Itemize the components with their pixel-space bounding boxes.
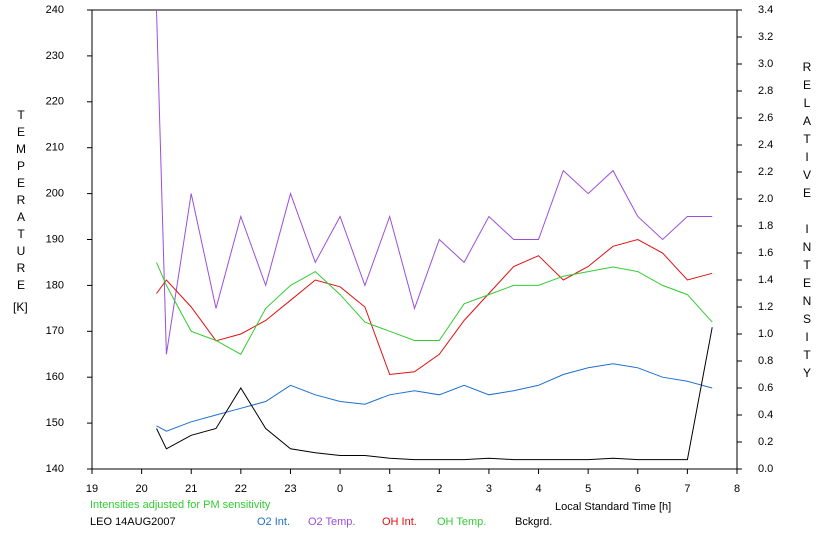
x-tick-label: 1 xyxy=(387,483,393,495)
legend-entry: OH Temp. xyxy=(437,516,486,528)
y-tick-label: 190 xyxy=(46,233,64,245)
plot-frame xyxy=(91,9,738,470)
y-tick-label: 170 xyxy=(46,325,64,337)
x-tick-label: 3 xyxy=(486,483,492,495)
legend-entry: O2 Temp. xyxy=(308,516,356,528)
x-tick-label: 7 xyxy=(684,483,690,495)
y2-tick-label: 0.0 xyxy=(758,463,773,475)
y2-tick-label: 3.4 xyxy=(758,4,773,16)
legend-entry: O2 Int. xyxy=(257,516,290,528)
y-tick-label: 240 xyxy=(46,4,64,16)
series-line xyxy=(156,9,713,355)
y2-tick-label: 2.6 xyxy=(758,112,773,124)
y-tick-label: 200 xyxy=(46,188,64,200)
y2-tick-label: 0.2 xyxy=(758,436,773,448)
x-tick-label: 4 xyxy=(535,483,541,495)
x-tick-label: 20 xyxy=(135,483,147,495)
note: Intensities adjusted for PM sensitivity xyxy=(90,499,271,511)
y2-tick-label: 2.0 xyxy=(758,193,773,205)
y-tick-label: 220 xyxy=(46,96,64,108)
x-tick-label: 0 xyxy=(337,483,343,495)
y-axis-label: TEMPERATURE xyxy=(14,108,28,295)
y2-tick-label: 0.6 xyxy=(758,382,773,394)
station-label: LEO 14AUG2007 xyxy=(90,516,176,528)
x-axis-label: Local Standard Time [h] xyxy=(555,501,671,513)
series-line xyxy=(156,238,713,376)
y2-tick-label: 1.2 xyxy=(758,301,773,313)
x-tick-label: 6 xyxy=(635,483,641,495)
y2-tick-label: 0.4 xyxy=(758,409,773,421)
x-tick-label: 19 xyxy=(86,483,98,495)
series-line xyxy=(156,327,713,461)
y-tick-label: 230 xyxy=(46,50,64,62)
y-tick-label: 180 xyxy=(46,279,64,291)
x-tick-label: 21 xyxy=(185,483,197,495)
series-line xyxy=(156,262,713,355)
y2-tick-label: 3.2 xyxy=(758,31,773,43)
legend-entry: Bckgrd. xyxy=(515,516,552,528)
y2-tick-label: 2.2 xyxy=(758,166,773,178)
legend-entry: OH Int. xyxy=(382,516,417,528)
y2-tick-label: 1.6 xyxy=(758,247,773,259)
y2-tick-label: 3.0 xyxy=(758,58,773,70)
y2-tick-label: 1.4 xyxy=(758,274,773,286)
y-tick-label: 140 xyxy=(46,463,64,475)
y-tick-label: 160 xyxy=(46,371,64,383)
y2-tick-label: 2.8 xyxy=(758,85,773,97)
series-line xyxy=(156,363,713,432)
y-tick-label: 210 xyxy=(46,142,64,154)
x-tick-label: 22 xyxy=(235,483,247,495)
y2-tick-label: 1.8 xyxy=(758,220,773,232)
y2-tick-label: 0.8 xyxy=(758,355,773,367)
x-tick-label: 8 xyxy=(734,483,740,495)
y2-tick-label: 1.0 xyxy=(758,328,773,340)
y2-axis-label: RELATIVE INTENSITY xyxy=(800,60,814,384)
x-tick-label: 2 xyxy=(436,483,442,495)
y-axis-unit: [K] xyxy=(13,300,28,314)
y2-tick-label: 2.4 xyxy=(758,139,773,151)
x-tick-label: 5 xyxy=(585,483,591,495)
y-tick-label: 150 xyxy=(46,417,64,429)
x-tick-label: 23 xyxy=(284,483,296,495)
